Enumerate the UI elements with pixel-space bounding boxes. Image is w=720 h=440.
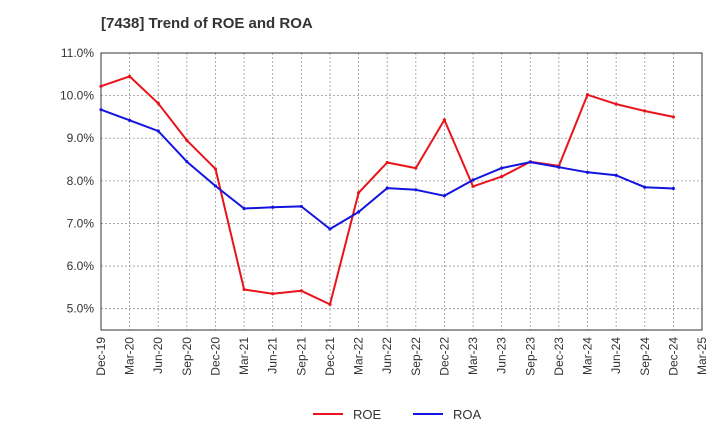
roa-point	[299, 204, 303, 209]
x-tick-label: Dec-23	[552, 337, 566, 376]
roa-point	[557, 165, 561, 169]
roa-point	[213, 184, 218, 188]
roe-point	[128, 74, 132, 79]
roe-point	[242, 287, 246, 292]
y-tick-label: 8.0%	[67, 174, 95, 188]
roe-point	[471, 184, 475, 188]
roa-point	[242, 206, 246, 211]
roa-point	[185, 160, 189, 164]
roa-point	[671, 186, 675, 191]
x-tick-label: Sep-24	[638, 337, 652, 376]
x-tick-label: Mar-25	[695, 337, 709, 375]
chart-title: [7438] Trend of ROE and ROA	[101, 15, 313, 32]
roa-point	[328, 227, 332, 231]
x-tick-label: Sep-22	[409, 337, 423, 376]
roa-point	[471, 178, 475, 182]
plot-frame	[100, 52, 703, 331]
roa-point	[643, 185, 647, 189]
x-tick-label: Dec-19	[94, 337, 108, 376]
roa-point	[156, 129, 160, 133]
roa-point	[500, 166, 504, 170]
y-tick-label: 10.0%	[60, 89, 94, 103]
x-tick-label: Mar-22	[352, 337, 366, 375]
roa-point	[385, 186, 389, 190]
roa-point	[99, 108, 103, 112]
x-tick-label: Sep-23	[523, 337, 537, 376]
x-tick-label: Mar-20	[123, 337, 137, 375]
roa-point	[128, 118, 132, 122]
roe-point	[585, 93, 590, 97]
legend-label-roa: ROA	[453, 407, 482, 422]
roe-point	[185, 138, 189, 142]
roe-point	[213, 167, 218, 171]
legend: ROE ROA	[313, 407, 482, 422]
roe-point	[156, 101, 160, 105]
roa-point	[414, 188, 418, 192]
series	[99, 74, 675, 307]
y-tick-label: 6.0%	[67, 259, 95, 273]
x-tick-label: Jun-24	[609, 337, 623, 374]
x-tick-label: Jun-20	[151, 337, 165, 374]
roe-point	[614, 102, 618, 106]
x-tick-label: Dec-24	[666, 337, 680, 376]
y-tick-label: 5.0%	[67, 302, 95, 316]
x-tick-label: Dec-20	[208, 337, 222, 376]
roe-point	[385, 160, 389, 165]
roe-point	[500, 174, 504, 179]
x-tick-label: Jun-22	[380, 337, 394, 374]
y-tick-label: 11.0%	[61, 46, 94, 60]
x-tick-label: Mar-21	[237, 337, 251, 375]
roa-point	[442, 194, 447, 198]
roe-point	[299, 289, 303, 293]
roe-point	[414, 166, 418, 170]
x-tick-label: Mar-24	[581, 337, 595, 375]
legend-label-roe: ROE	[353, 407, 382, 422]
x-tick-label: Jun-21	[266, 337, 280, 374]
x-tick-label: Sep-20	[180, 337, 194, 376]
roe-point	[271, 292, 275, 296]
roe-point	[328, 302, 332, 307]
roe-point	[99, 84, 103, 88]
x-tick-label: Jun-23	[495, 337, 509, 374]
x-tick-label: Dec-22	[437, 337, 451, 376]
x-tick-label: Mar-23	[466, 337, 480, 375]
grid	[100, 52, 703, 330]
axes: 5.0% 6.0% 7.0% 8.0% 9.0% 10.0% 11.0% Dec-19 Mar-…	[60, 46, 709, 376]
roa-point	[356, 210, 361, 214]
roa-point	[614, 173, 618, 177]
roa-point	[528, 160, 532, 164]
x-tick-label: Sep-21	[294, 337, 308, 376]
roa-point	[271, 205, 275, 209]
y-tick-label: 7.0%	[67, 216, 95, 230]
roa-point	[585, 170, 590, 174]
roe-point	[356, 191, 361, 195]
roe-point	[643, 109, 647, 113]
roe-point	[442, 118, 447, 122]
y-tick-label: 9.0%	[67, 131, 95, 145]
roe-point	[671, 115, 675, 119]
x-tick-label: Dec-21	[323, 337, 337, 376]
